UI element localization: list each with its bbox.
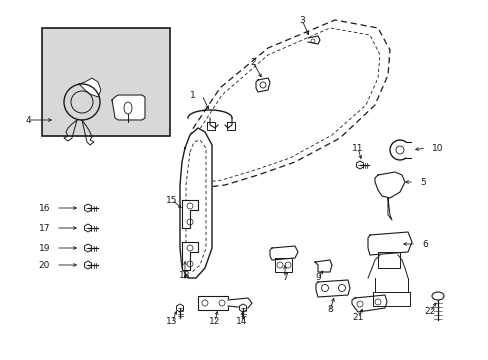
- Text: 11: 11: [351, 144, 363, 153]
- Text: 4: 4: [25, 116, 31, 125]
- Polygon shape: [356, 161, 363, 169]
- Polygon shape: [79, 78, 101, 97]
- Polygon shape: [315, 280, 349, 297]
- Polygon shape: [314, 260, 331, 272]
- Ellipse shape: [431, 292, 443, 300]
- Text: 15: 15: [166, 195, 177, 204]
- Polygon shape: [176, 304, 183, 312]
- Text: 22: 22: [424, 307, 435, 316]
- Polygon shape: [182, 200, 198, 228]
- Text: 12: 12: [209, 318, 220, 327]
- Polygon shape: [367, 232, 411, 255]
- Text: 1: 1: [190, 90, 196, 99]
- Polygon shape: [351, 295, 386, 312]
- Polygon shape: [374, 172, 404, 198]
- Bar: [372, 292, 409, 306]
- Polygon shape: [307, 36, 319, 44]
- Polygon shape: [112, 95, 145, 120]
- Bar: [226, 122, 235, 130]
- Text: 9: 9: [314, 274, 320, 283]
- Polygon shape: [227, 298, 251, 308]
- Text: 6: 6: [421, 239, 427, 248]
- Bar: [198, 296, 227, 310]
- Text: 14: 14: [236, 318, 247, 327]
- Polygon shape: [84, 244, 91, 252]
- Text: 18: 18: [179, 270, 190, 279]
- Bar: [206, 122, 215, 130]
- Text: 17: 17: [39, 224, 50, 233]
- Polygon shape: [180, 128, 212, 278]
- Ellipse shape: [124, 102, 132, 114]
- Text: 13: 13: [166, 318, 177, 327]
- Text: 7: 7: [282, 274, 287, 283]
- Text: 19: 19: [39, 243, 50, 252]
- Text: 10: 10: [431, 144, 443, 153]
- Polygon shape: [269, 246, 297, 260]
- Polygon shape: [377, 252, 399, 268]
- Polygon shape: [84, 261, 91, 269]
- Text: 21: 21: [351, 314, 363, 323]
- Bar: [42, 28, 170, 136]
- Text: 20: 20: [39, 261, 50, 270]
- Text: 8: 8: [326, 306, 332, 315]
- Text: 16: 16: [39, 203, 50, 212]
- Polygon shape: [84, 204, 91, 212]
- Text: 2: 2: [250, 58, 255, 67]
- Polygon shape: [256, 78, 269, 92]
- Polygon shape: [274, 258, 291, 272]
- Text: 3: 3: [299, 15, 304, 24]
- Polygon shape: [239, 304, 246, 312]
- Text: 5: 5: [419, 177, 425, 186]
- Polygon shape: [182, 242, 198, 270]
- Polygon shape: [84, 224, 91, 232]
